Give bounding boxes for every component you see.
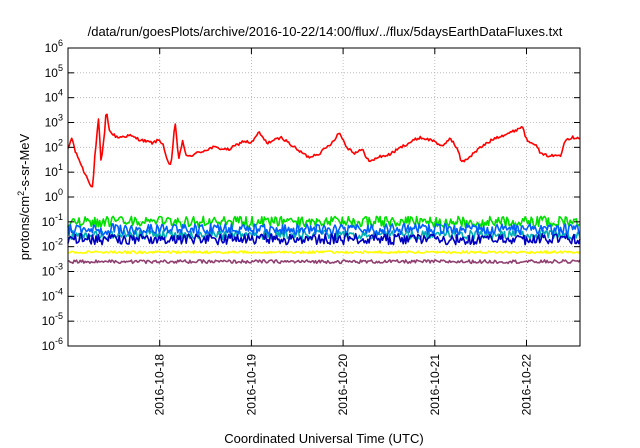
x-tick-label: 2016-10-20 (336, 354, 350, 416)
y-tick-label: 105 (45, 63, 63, 80)
y-axis-label-rest: -s-sr-MeV (17, 133, 32, 190)
y-tick-label: 106 (45, 38, 63, 55)
series-line (67, 229, 581, 241)
x-tick-label: 2016-10-22 (520, 354, 534, 416)
x-tick-label: 2016-10-19 (244, 354, 258, 416)
y-tick-label: 100 (45, 187, 63, 204)
y-axis-label: protons/cm2-s-sr-MeV (16, 133, 32, 260)
series-line (67, 259, 581, 265)
y-tick-label: 102 (45, 137, 63, 154)
y-tick-label: 10-1 (42, 212, 63, 229)
series-line (67, 250, 581, 255)
series-layer (67, 113, 581, 265)
y-tick-label: 104 (45, 88, 63, 105)
y-axis-label-superscript: 2 (16, 191, 26, 196)
y-tick-label: 10-6 (42, 336, 63, 353)
series-line (67, 232, 581, 246)
chart-title: /data/run/goesPlots/archive/2016-10-22/1… (88, 24, 563, 39)
y-tick-label: 10-3 (42, 262, 63, 279)
series-line (67, 223, 581, 236)
y-axis: 10-6 10-5 10-4 10-3 10-2 10-1 100 101 102 103 104 1… (42, 38, 580, 353)
y-tick-label: 103 (45, 113, 63, 130)
y-axis-label-main: protons/cm (17, 196, 32, 260)
y-tick-label: 10-5 (42, 311, 63, 328)
y-tick-label: 10-4 (42, 286, 63, 303)
y-tick-label: 10-2 (42, 237, 63, 254)
x-axis: 2016-10-18 2016-10-19 2016-10-20 2016-10-21… (153, 48, 534, 415)
x-tick-label: 2016-10-21 (428, 354, 442, 416)
series-line (67, 113, 581, 188)
x-tick-label: 2016-10-18 (153, 354, 167, 416)
x-axis-label: Coordinated Universal Time (UTC) (224, 431, 423, 446)
y-tick-label: 101 (45, 162, 63, 179)
